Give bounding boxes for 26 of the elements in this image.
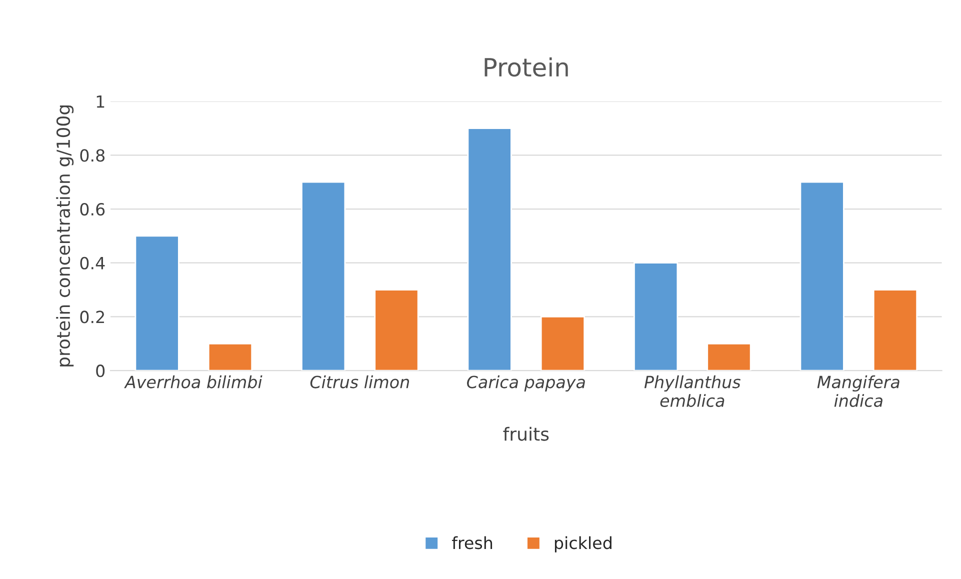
bar bbox=[872, 289, 918, 371]
chart-title: Protein bbox=[484, 57, 568, 77]
x-tick-label: Mangifera indica bbox=[817, 375, 900, 407]
bar bbox=[467, 128, 512, 371]
x-axis-title: fruits bbox=[503, 426, 549, 441]
bar bbox=[706, 342, 752, 371]
bar bbox=[800, 181, 844, 371]
bar bbox=[634, 262, 678, 371]
bar bbox=[208, 342, 253, 371]
x-tick-label: Averrhoa bilimbi bbox=[124, 375, 262, 388]
bar bbox=[134, 235, 180, 371]
x-tick-label: Citrus limon bbox=[310, 375, 409, 388]
y-axis-title: protein concentration g/100g bbox=[56, 106, 74, 366]
bar bbox=[301, 181, 346, 371]
bar bbox=[374, 289, 419, 371]
bar bbox=[540, 316, 586, 371]
y-tick-label: 1 bbox=[96, 96, 104, 108]
y-tick-label: 0.2 bbox=[80, 310, 104, 324]
y-tick-label: 0.4 bbox=[80, 256, 105, 270]
legend-label: fresh bbox=[452, 536, 492, 550]
x-tick-label: Phyllanthus emblica bbox=[644, 375, 740, 407]
y-tick-label: 0.6 bbox=[80, 202, 105, 216]
x-tick-label: Carica papaya bbox=[467, 375, 585, 392]
legend-label: pickled bbox=[554, 536, 612, 552]
y-tick-label: 0 bbox=[96, 364, 105, 378]
y-tick-label: 0.8 bbox=[80, 149, 105, 162]
